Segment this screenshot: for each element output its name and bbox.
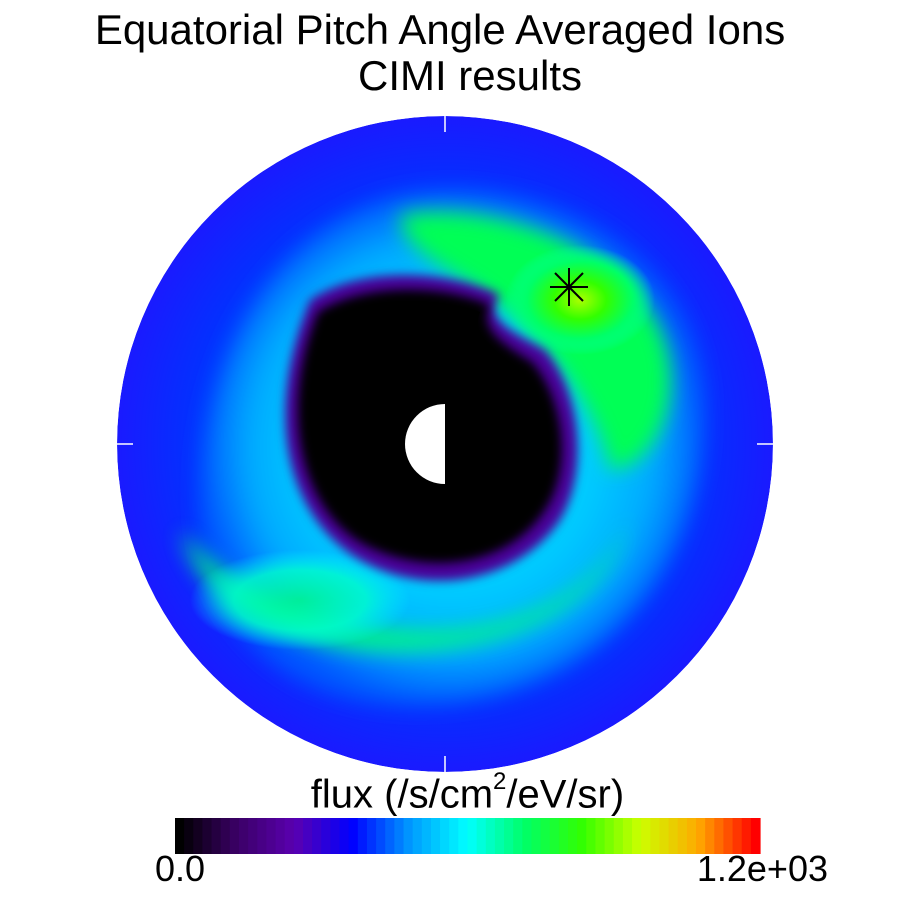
colorbar-min-label: 0.0 [155, 848, 206, 889]
colorbar-swatch [376, 818, 386, 854]
colorbar-swatch [220, 818, 231, 854]
colorbar-swatch [302, 818, 313, 854]
colorbar-swatch [184, 818, 194, 854]
colorbar-swatch [175, 818, 185, 854]
colorbar-swatch [211, 818, 222, 854]
colorbar-swatch [458, 818, 469, 854]
peak-flux-region [505, 245, 655, 355]
colorbar-label: flux (/s/cm2/eV/sr) [310, 768, 625, 817]
colorbar-swatch [613, 818, 624, 854]
colorbar-swatch [577, 818, 587, 854]
colorbar-swatch [339, 818, 350, 854]
colorbar-swatch [238, 818, 249, 854]
colorbar-swatch [696, 818, 706, 854]
colorbar-swatch [330, 818, 341, 854]
earth-symbol [405, 404, 485, 484]
chart-title: Equatorial Pitch Angle Averaged Ions [94, 6, 786, 53]
colorbar-swatch [248, 818, 258, 854]
earth-dayside [405, 404, 445, 484]
colorbar-swatch [641, 818, 651, 854]
colorbar-swatch [366, 818, 377, 854]
colorbar-swatch [312, 818, 322, 854]
colorbar-swatch [476, 818, 487, 854]
colorbar-swatch [750, 818, 761, 854]
colorbar-swatch [494, 818, 505, 854]
colorbar-swatch [622, 818, 633, 854]
colorbar-swatch [705, 818, 715, 854]
colorbar-swatch [741, 818, 752, 854]
colorbar-swatch [467, 818, 478, 854]
colorbar-swatch [485, 818, 496, 854]
colorbar-swatch [348, 818, 359, 854]
colorbar-swatch [412, 818, 423, 854]
colorbar-swatch [403, 818, 414, 854]
colorbar-swatch [549, 818, 560, 854]
colorbar-swatch [668, 818, 679, 854]
colorbar-swatch [321, 818, 331, 854]
colorbar-swatch [531, 818, 542, 854]
colorbar-swatch [604, 818, 615, 854]
colorbar-swatch [659, 818, 670, 854]
colorbar-swatch [357, 818, 368, 854]
colorbar-swatch [677, 818, 688, 854]
colorbar-swatch [430, 818, 441, 854]
colorbar-swatch [266, 818, 277, 854]
colorbar-swatch [513, 818, 523, 854]
colorbar-swatch [293, 818, 304, 854]
colorbar-swatch [385, 818, 395, 854]
colorbar-swatch [650, 818, 661, 854]
colorbar-swatch [449, 818, 459, 854]
dusk-green-patch [190, 550, 410, 650]
colorbar-swatch [284, 818, 295, 854]
colorbar-swatch [632, 818, 642, 854]
colorbar-swatch [522, 818, 533, 854]
colorbar-swatch [723, 818, 734, 854]
colorbar-swatch [440, 818, 450, 854]
colorbar-swatch [568, 818, 578, 854]
colorbar-swatch [540, 818, 551, 854]
colorbar-swatch [394, 818, 405, 854]
colorbar-swatch [714, 818, 725, 854]
earth-nightside [445, 404, 485, 484]
colorbar-swatch [421, 818, 432, 854]
colorbar-swatch [686, 818, 697, 854]
peak-marker-icon [550, 268, 588, 306]
colorbar-swatch [586, 818, 597, 854]
colorbar-max-label: 1.2e+03 [696, 848, 828, 889]
colorbar-swatch [504, 818, 514, 854]
axis-ticks [117, 116, 773, 772]
colorbar-swatch [275, 818, 286, 854]
colorbar-swatch [558, 818, 569, 854]
colorbar-swatch [202, 818, 213, 854]
colorbar [175, 818, 761, 854]
colorbar-swatch [257, 818, 268, 854]
chart-subtitle: CIMI results [357, 52, 583, 99]
colorbar-swatch [732, 818, 743, 854]
colorbar-swatch [193, 818, 204, 854]
colorbar-swatch [595, 818, 606, 854]
colorbar-swatch [229, 818, 240, 854]
